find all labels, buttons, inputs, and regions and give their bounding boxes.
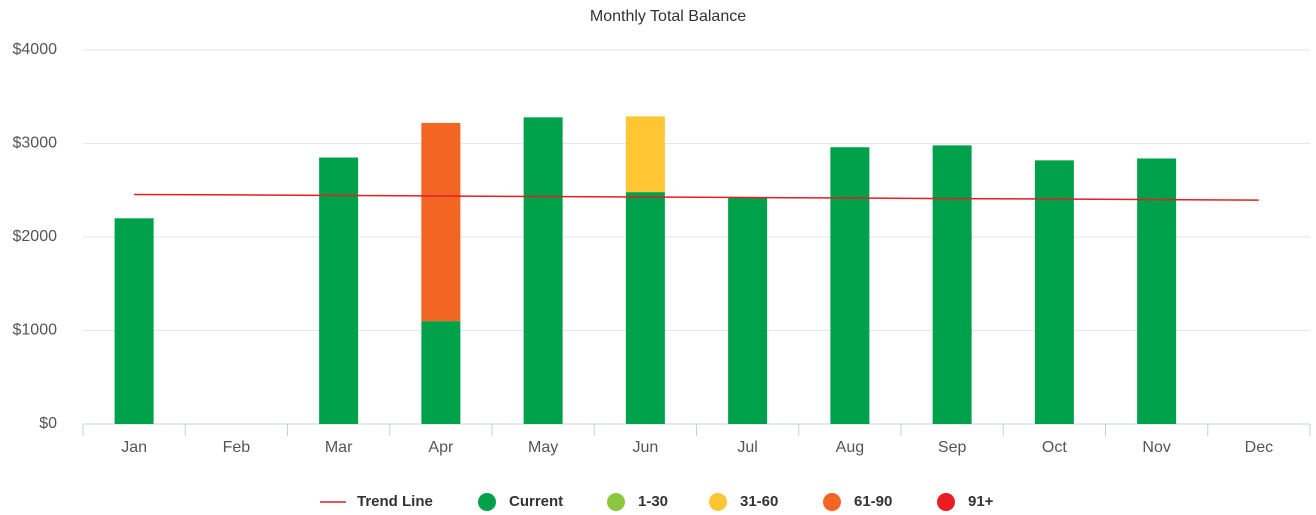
x-tick-label: Jul bbox=[737, 439, 757, 456]
x-tick-label: Nov bbox=[1142, 439, 1170, 456]
bar bbox=[114, 218, 154, 424]
legend-symbol bbox=[823, 493, 841, 511]
legend-symbol bbox=[709, 493, 727, 511]
bar bbox=[625, 192, 665, 424]
legend-label: Current bbox=[509, 493, 563, 510]
bar bbox=[830, 147, 870, 425]
x-tick-label: Aug bbox=[836, 439, 864, 456]
y-tick-label: $3000 bbox=[13, 135, 58, 152]
bar bbox=[932, 145, 972, 424]
x-tick-label: Mar bbox=[325, 439, 353, 456]
legend-label: Trend Line bbox=[357, 493, 433, 510]
x-tick-label: May bbox=[528, 439, 558, 456]
bar bbox=[1137, 158, 1177, 424]
x-tick-label: Jun bbox=[632, 439, 658, 456]
bar bbox=[319, 157, 359, 424]
legend-symbol bbox=[937, 493, 955, 511]
bar bbox=[523, 117, 563, 424]
x-tick-label: Apr bbox=[428, 439, 454, 456]
bar bbox=[421, 321, 461, 424]
legend-label: 31-60 bbox=[740, 493, 778, 510]
y-tick-label: $0 bbox=[39, 415, 57, 432]
bar bbox=[625, 116, 665, 193]
x-tick-label: Oct bbox=[1042, 439, 1067, 456]
bar bbox=[728, 197, 768, 424]
y-tick-label: $4000 bbox=[13, 41, 58, 58]
bar bbox=[1034, 160, 1074, 424]
legend-label: 61-90 bbox=[854, 493, 892, 510]
legend-label: 1-30 bbox=[638, 493, 668, 510]
x-tick-label: Feb bbox=[223, 439, 251, 456]
y-tick-label: $1000 bbox=[13, 322, 58, 339]
legend-symbol bbox=[607, 493, 625, 511]
x-tick-label: Sep bbox=[938, 439, 967, 456]
trend-line bbox=[134, 193, 1259, 201]
y-tick-label: $2000 bbox=[13, 228, 58, 245]
legend-label: 91+ bbox=[968, 493, 994, 510]
x-tick-label: Jan bbox=[121, 439, 147, 456]
legend-symbol bbox=[478, 493, 496, 511]
bar bbox=[421, 122, 461, 322]
chart-title: Monthly Total Balance bbox=[590, 8, 746, 25]
x-tick-label: Dec bbox=[1245, 439, 1273, 456]
